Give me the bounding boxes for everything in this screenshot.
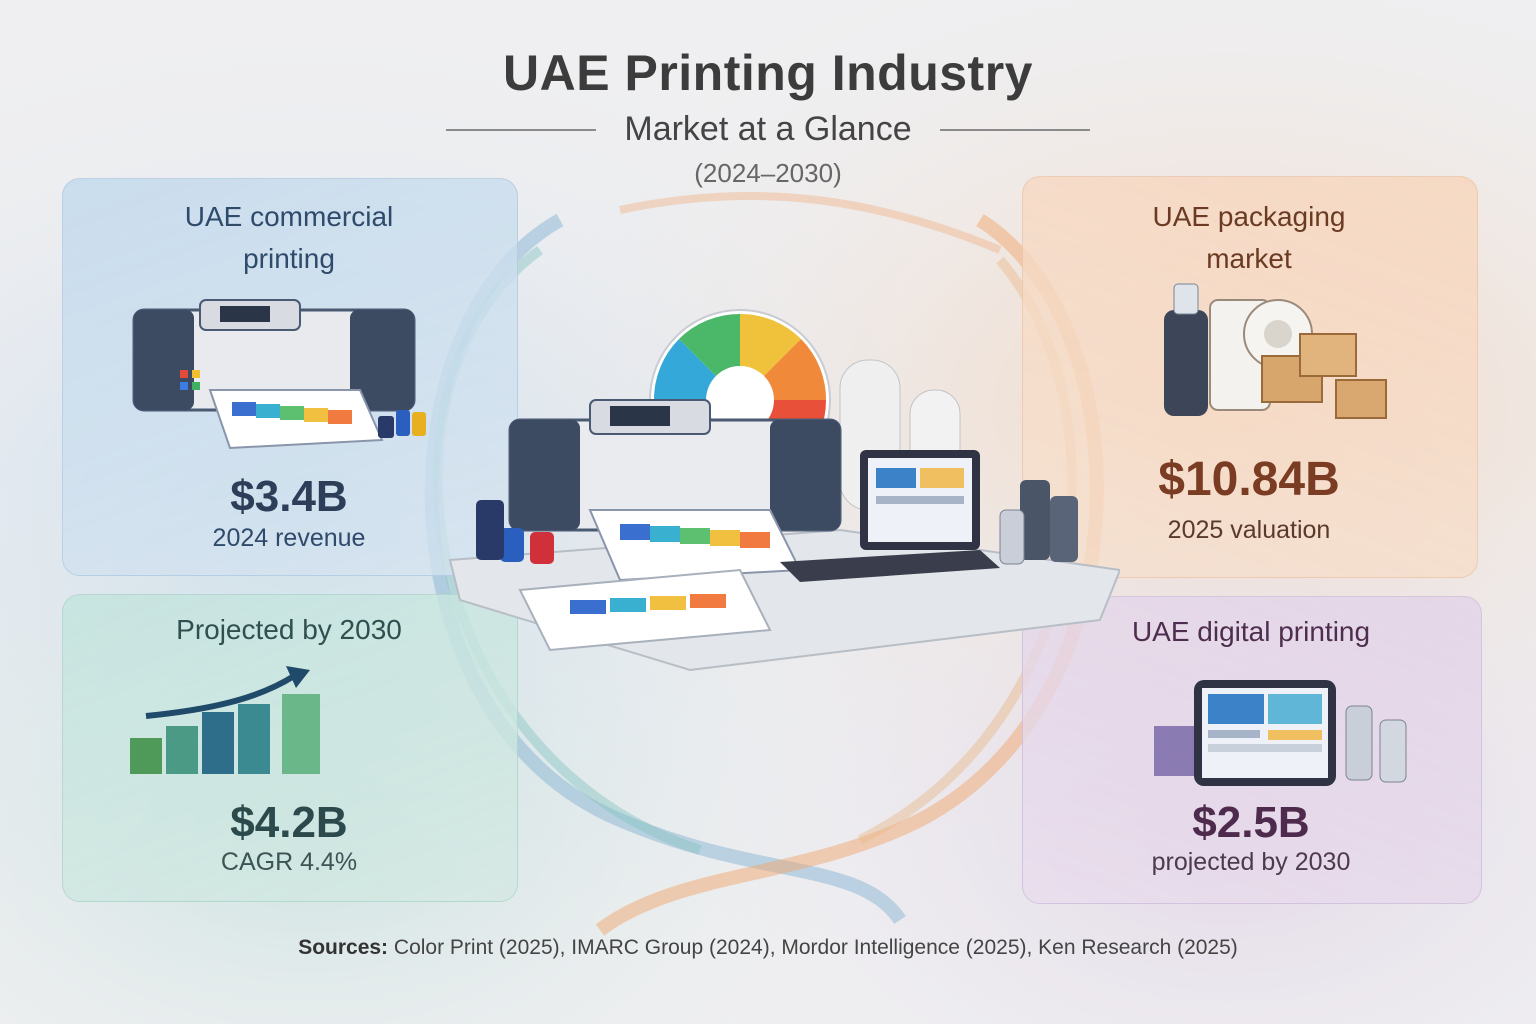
sources-text: Color Print (2025), IMARC Group (2024), … [388,936,1238,959]
commercial-title-line2: printing [243,243,335,274]
printer-icon [132,299,426,450]
commercial-note: 2024 revenue [212,524,366,552]
central-print-studio-illustration [448,309,1120,672]
commercial-title-line1: UAE commercial [184,201,394,232]
subtitle-rule-right [939,128,1090,131]
packaging-title-line2: market [1206,243,1292,274]
projected-title: Projected by 2030 [176,614,402,645]
packaging-value: $10.84B [1158,453,1340,506]
packaging-title: UAE packaging market [1022,196,1476,280]
projected-note: CAGR 4.4% [220,848,358,876]
subtitle-row: Market at a Glance [0,110,1536,149]
bar-chart-growth-icon [130,666,320,774]
sources-line: Sources: Color Print (2025), IMARC Group… [0,936,1536,960]
digital-note: projected by 2030 [1151,848,1351,876]
laptop-icon [780,450,1000,582]
packaging-boxes-icon [1164,283,1387,419]
packaging-note: 2025 valuation [1167,516,1331,544]
digital-title: UAE digital printing [1131,616,1371,647]
commercial-value: $3.4B [230,472,348,521]
projected-value: $4.2B [230,798,348,847]
packaging-title-line1: UAE packaging [1152,201,1346,232]
tablet-icon [1154,680,1407,786]
page-subtitle: Market at a Glance [624,110,912,148]
sources-label: Sources: [298,936,389,959]
digital-value: $2.5B [1192,798,1310,847]
commercial-title: UAE commercial printing [62,196,516,280]
year-range: (2024–2030) [694,158,842,188]
subtitle-rule-left [446,128,597,131]
page-title: UAE Printing Industry [503,45,1033,101]
